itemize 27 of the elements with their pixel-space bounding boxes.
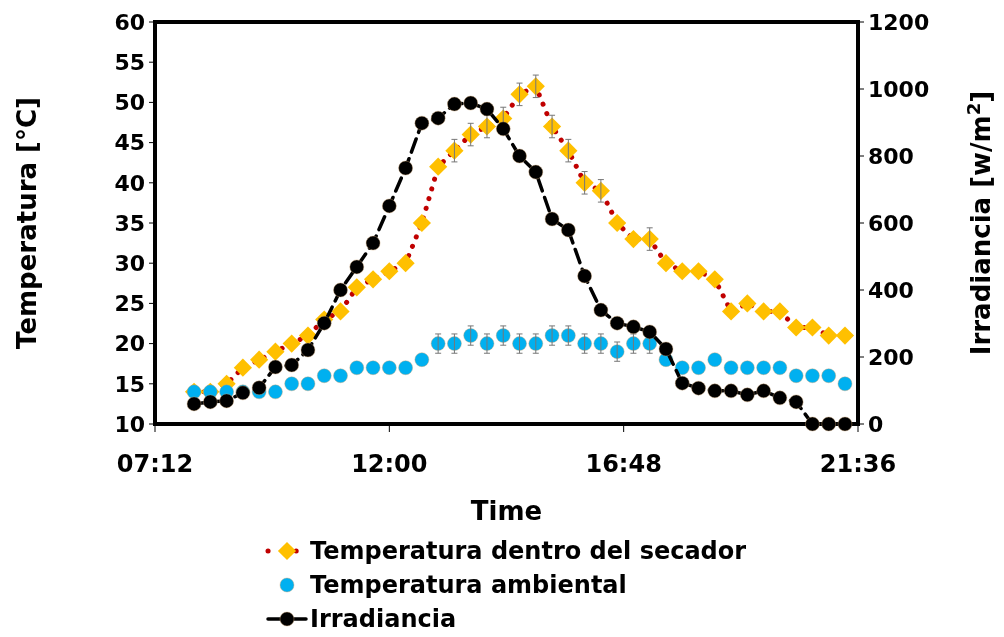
- y-tick-label: 25: [114, 291, 145, 317]
- y-tick-label: 35: [114, 210, 145, 236]
- legend-label: Temperatura dentro del secador: [310, 537, 747, 566]
- y-tick-label: 50: [114, 90, 145, 116]
- x-tick-label: 07:12: [116, 450, 194, 478]
- x-tick-label: 21:36: [819, 450, 897, 478]
- y2-tick-label: 1000: [868, 76, 930, 102]
- x-tick-label: 12:00: [351, 450, 428, 478]
- y-axis-title: Temperatura [°C]: [12, 97, 42, 349]
- y2-tick-label: 800: [868, 143, 914, 169]
- y-tick-label: 10: [114, 411, 145, 437]
- y2-tick-label: 200: [868, 344, 914, 370]
- y-tick-label: 20: [114, 331, 145, 357]
- x-axis-title: Time: [470, 496, 543, 526]
- y-tick-label: 30: [114, 250, 145, 276]
- y2-tick-label: 600: [868, 210, 914, 236]
- legend-label: Irradiancia: [310, 605, 457, 634]
- y-tick-label: 15: [114, 371, 145, 397]
- y-tick-label: 40: [114, 170, 145, 196]
- y2-tick-label: 400: [868, 277, 914, 303]
- legend-label: Temperatura ambiental: [310, 571, 627, 600]
- y-tick-label: 45: [114, 130, 145, 156]
- y2-tick-label: 1200: [868, 9, 930, 35]
- y-tick-label: 60: [114, 9, 145, 35]
- y2-tick-label: 0: [868, 411, 884, 437]
- x-tick-label: 16:48: [585, 450, 662, 478]
- y-tick-label: 55: [114, 49, 145, 75]
